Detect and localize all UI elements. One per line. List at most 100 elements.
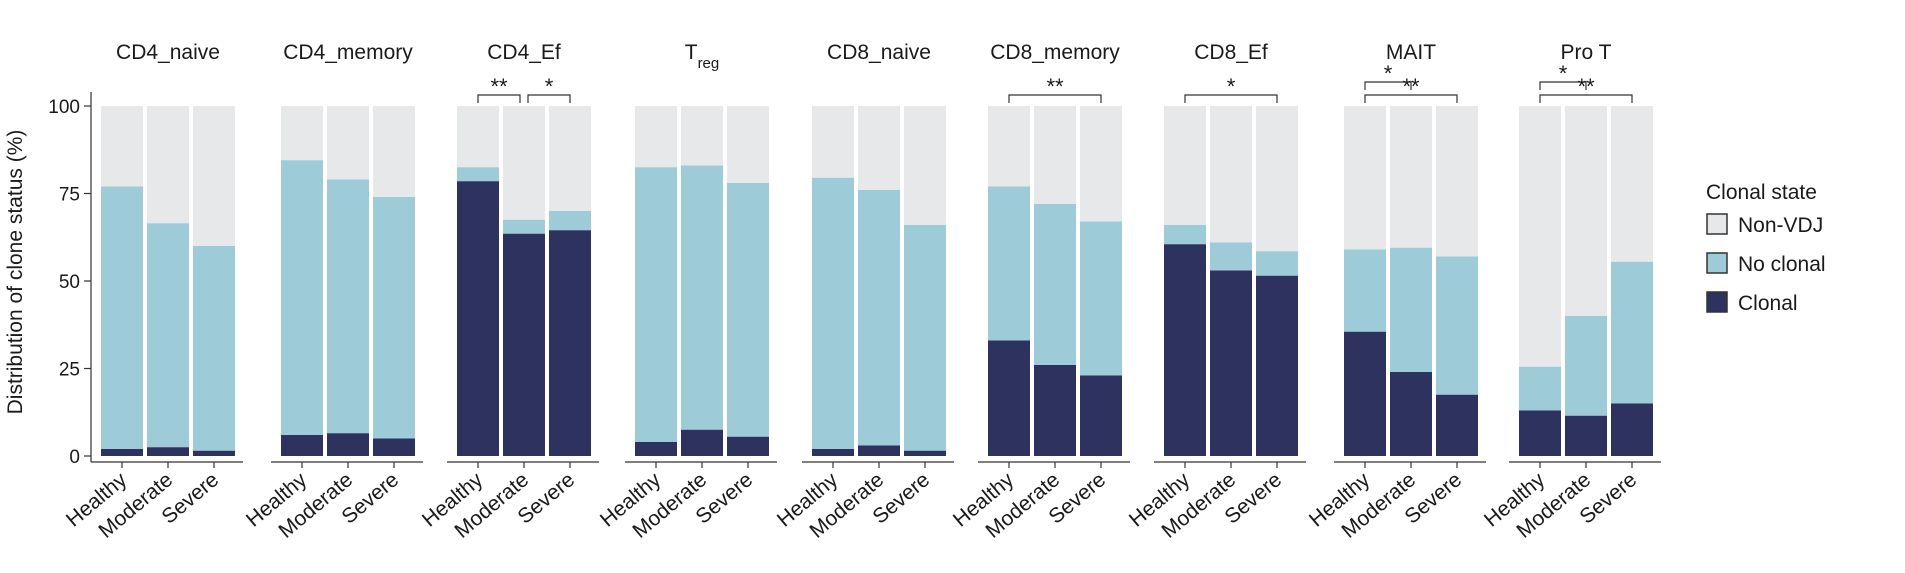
sig-bracket-1	[1364, 94, 1458, 103]
bar-clonal-moderate	[681, 429, 723, 456]
y-tick-label-0: 0	[69, 447, 80, 468]
legend-swatch-0	[1706, 213, 1728, 235]
bar-clonal-moderate	[858, 445, 900, 456]
bar-nonvdj-severe	[549, 106, 591, 211]
bar-clonal-severe	[549, 230, 591, 456]
bar-nonvdj-healthy	[812, 106, 854, 178]
legend-label-1: No clonal	[1738, 253, 1826, 276]
bar-noclonal-moderate	[858, 190, 900, 446]
sig-label-0: *	[1559, 61, 1568, 86]
sig-bracket-0	[1539, 81, 1587, 90]
bar-nonvdj-moderate	[503, 106, 545, 220]
bar-noclonal-healthy	[101, 186, 143, 449]
legend-label-2: Clonal	[1738, 292, 1798, 315]
sig-label-1: **	[1402, 74, 1420, 99]
sig-bracket-0	[1008, 94, 1102, 103]
y-tick-label-100: 100	[48, 97, 80, 118]
bar-noclonal-severe	[904, 225, 946, 451]
bar-nonvdj-healthy	[101, 106, 143, 187]
bar-noclonal-moderate	[681, 165, 723, 430]
panel-title: CD8_Ef	[1194, 41, 1268, 64]
bar-noclonal-healthy	[457, 167, 499, 182]
panel-title: CD4_naive	[116, 41, 220, 64]
bar-clonal-severe	[1436, 394, 1478, 456]
bar-noclonal-healthy	[635, 167, 677, 442]
bar-clonal-healthy	[281, 435, 323, 456]
sig-bracket-0	[1184, 94, 1278, 103]
y-tick-label-25: 25	[59, 360, 80, 381]
bar-nonvdj-moderate	[327, 106, 369, 180]
bar-nonvdj-healthy	[988, 106, 1030, 187]
bar-clonal-moderate	[1565, 415, 1607, 456]
bar-clonal-moderate	[1390, 372, 1432, 456]
panel-title: CD4_Ef	[487, 41, 561, 64]
bar-clonal-healthy	[457, 181, 499, 456]
sig-label-1: **	[1577, 74, 1595, 99]
bar-noclonal-healthy	[1519, 366, 1561, 411]
bar-noclonal-severe	[1436, 256, 1478, 395]
bar-noclonal-healthy	[281, 160, 323, 435]
bar-noclonal-severe	[727, 183, 769, 437]
panel-title: Pro T	[1561, 41, 1612, 64]
panels: 0 25 50 75 100CD4_naiveHealthyModerateSevere…	[48, 41, 1661, 543]
bar-nonvdj-moderate	[1034, 106, 1076, 204]
sig-label-1: *	[545, 74, 554, 99]
bar-noclonal-healthy	[1164, 225, 1206, 245]
bar-noclonal-moderate	[327, 179, 369, 434]
bar-nonvdj-healthy	[1519, 106, 1561, 367]
bar-nonvdj-moderate	[1390, 106, 1432, 248]
bar-noclonal-moderate	[147, 223, 189, 448]
bar-nonvdj-moderate	[1210, 106, 1252, 243]
y-tick-label-50: 50	[59, 272, 80, 293]
bar-noclonal-moderate	[1390, 247, 1432, 372]
bar-noclonal-severe	[549, 211, 591, 231]
bar-clonal-healthy	[101, 449, 143, 456]
panel-title: CD8_naive	[827, 41, 931, 64]
bar-clonal-moderate	[147, 447, 189, 456]
bar-nonvdj-moderate	[858, 106, 900, 190]
bar-noclonal-moderate	[1034, 204, 1076, 365]
sig-label-0: **	[1046, 74, 1064, 99]
bar-clonal-healthy	[988, 340, 1030, 456]
bar-nonvdj-severe	[193, 106, 235, 246]
bar-nonvdj-severe	[1256, 106, 1298, 252]
bar-nonvdj-moderate	[147, 106, 189, 224]
sig-bracket-1	[1539, 94, 1633, 103]
bar-clonal-moderate	[327, 433, 369, 456]
bar-clonal-healthy	[1344, 331, 1386, 456]
legend-swatch-2	[1706, 291, 1728, 313]
bar-noclonal-severe	[1080, 221, 1122, 376]
panel-title-subscript: reg	[698, 55, 720, 72]
bar-noclonal-severe	[1256, 251, 1298, 276]
panel-title: CD8_memory	[990, 41, 1120, 64]
bar-clonal-moderate	[1210, 270, 1252, 456]
bar-clonal-healthy	[812, 449, 854, 456]
bar-noclonal-moderate	[503, 219, 545, 234]
bar-nonvdj-severe	[1436, 106, 1478, 257]
panel-title: Treg	[685, 41, 720, 72]
legend-swatch-1	[1706, 252, 1728, 274]
bar-clonal-healthy	[1519, 410, 1561, 456]
bar-noclonal-healthy	[812, 177, 854, 449]
bar-clonal-severe	[904, 450, 946, 456]
bar-nonvdj-severe	[1611, 106, 1653, 262]
bar-clonal-healthy	[635, 442, 677, 456]
legend: Clonal state Non-VDJ No clonal Clonal	[1706, 181, 1826, 315]
bar-clonal-severe	[1611, 403, 1653, 456]
bar-clonal-moderate	[1034, 365, 1076, 456]
y-axis-title: Distribution of clone status (%)	[4, 130, 27, 415]
bar-clonal-severe	[1256, 275, 1298, 456]
sig-label-0: **	[490, 74, 508, 99]
bar-nonvdj-moderate	[1565, 106, 1607, 316]
legend-label-0: Non-VDJ	[1738, 214, 1823, 237]
bar-clonal-moderate	[503, 233, 545, 456]
sig-label-0: *	[1227, 74, 1236, 99]
bar-nonvdj-healthy	[1164, 106, 1206, 225]
bar-noclonal-moderate	[1565, 316, 1607, 416]
